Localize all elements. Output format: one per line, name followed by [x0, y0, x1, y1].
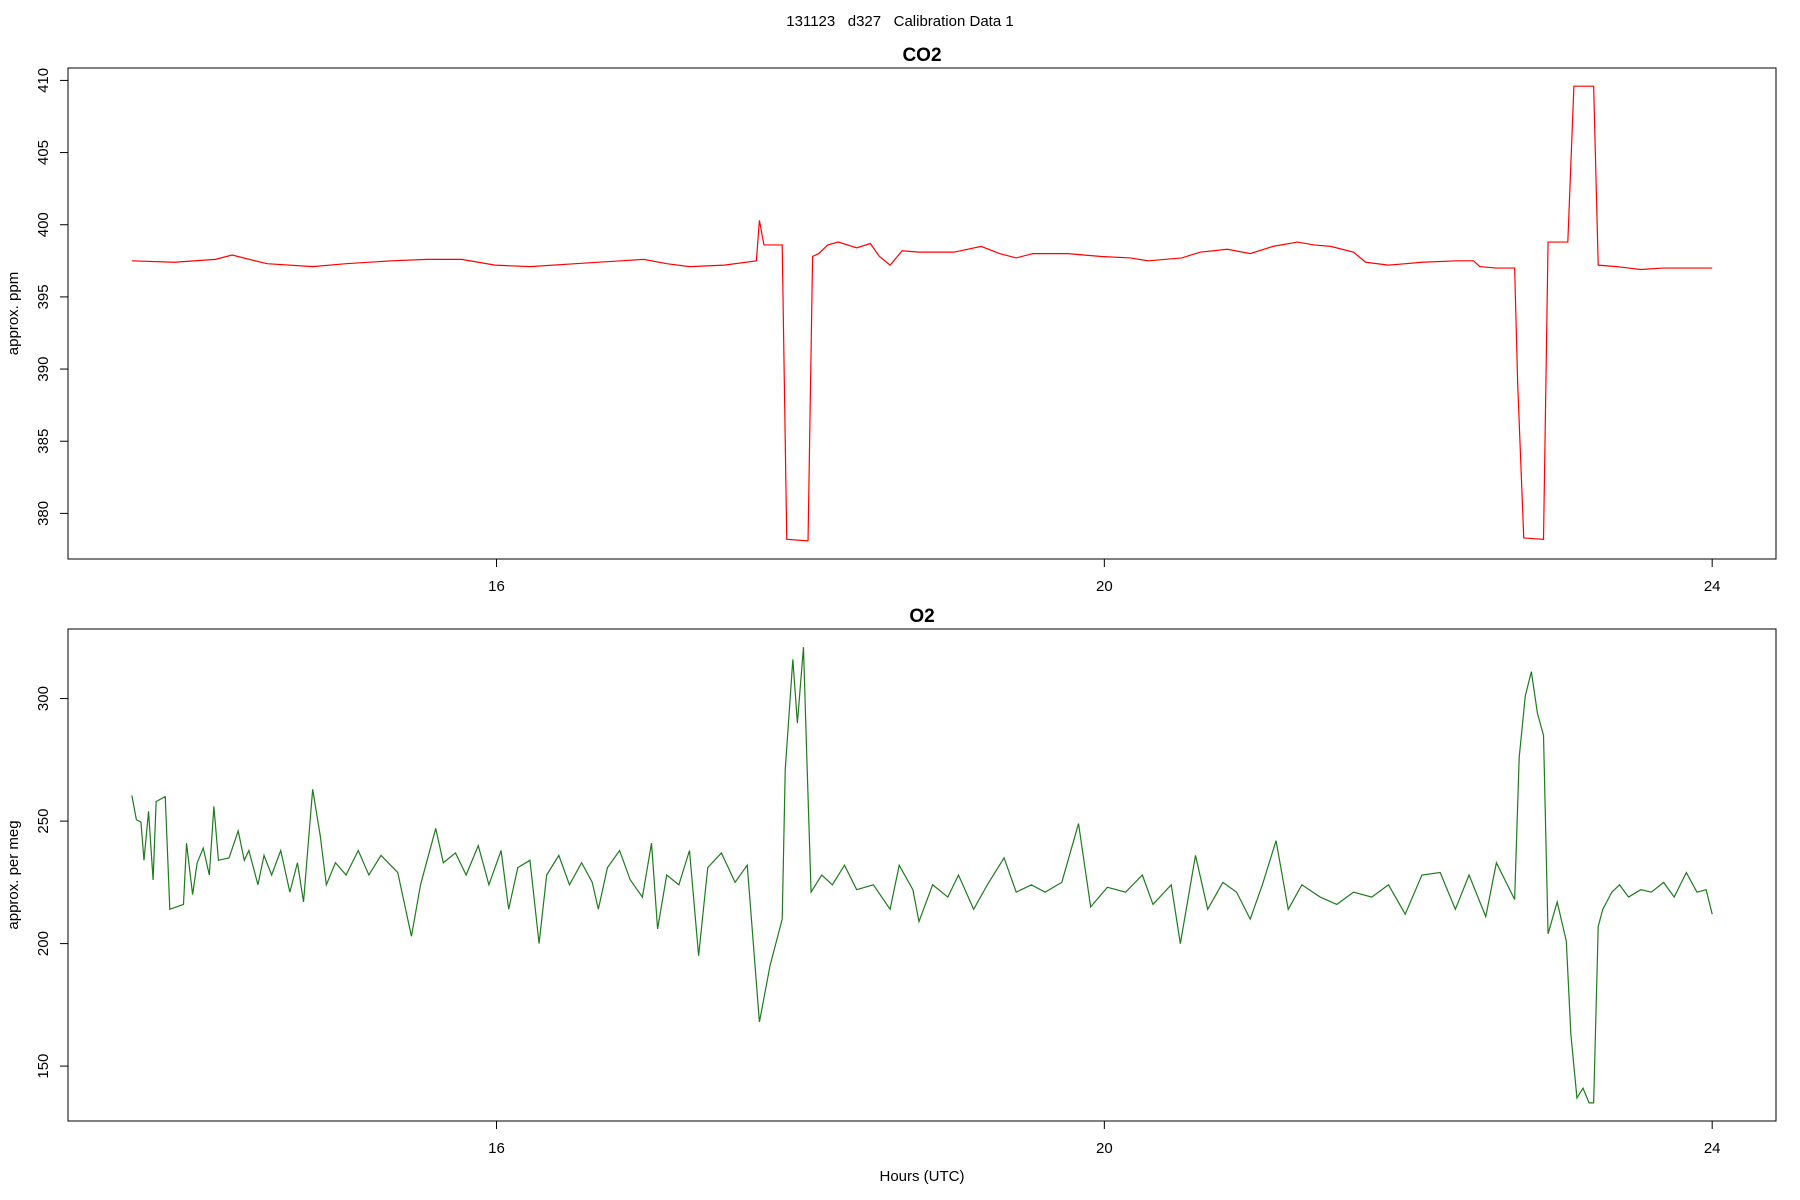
- y-tick-label: 400: [35, 212, 52, 237]
- x-tick-label: 20: [1096, 1140, 1113, 1157]
- y-tick-label: 150: [35, 1054, 52, 1079]
- x-tick-label: 20: [1096, 578, 1113, 595]
- panel-title: CO2: [902, 45, 941, 66]
- y-tick-label: 250: [35, 809, 52, 834]
- x-tick-label: 16: [488, 578, 505, 595]
- y-tick-label: 300: [35, 686, 52, 711]
- page-title: 131123 d327 Calibration Data 1: [786, 13, 1013, 30]
- y-tick-label: 395: [35, 284, 52, 309]
- x-tick-label: 24: [1704, 578, 1721, 595]
- x-tick-label: 24: [1704, 1140, 1721, 1157]
- plot-frame: [67, 67, 1777, 560]
- y-tick-label: 390: [35, 357, 52, 382]
- panel-title: O2: [909, 606, 934, 627]
- y-tick-label: 380: [35, 501, 52, 526]
- y-axis-label: approx. per meg: [5, 820, 22, 929]
- x-axis-label: Hours (UTC): [880, 1168, 965, 1185]
- y-tick-label: 405: [35, 140, 52, 165]
- data-line: [131, 85, 1713, 542]
- x-tick-label: 16: [488, 1140, 505, 1157]
- y-tick-label: 410: [35, 68, 52, 93]
- y-axis-label: approx. ppm: [5, 272, 22, 355]
- data-line: [131, 647, 1713, 1104]
- y-tick-label: 385: [35, 429, 52, 454]
- plot-frame: [67, 628, 1777, 1122]
- y-tick-label: 200: [35, 931, 52, 956]
